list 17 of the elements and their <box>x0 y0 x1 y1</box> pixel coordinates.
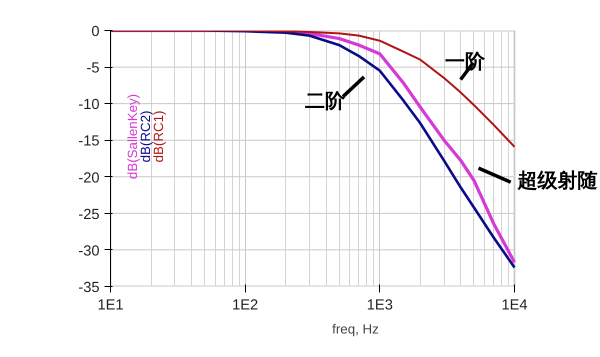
x-tick-label: 1E2 <box>232 298 258 314</box>
text: dB(SallenKey) <box>125 94 140 180</box>
x-tick-label: 1E3 <box>366 298 393 314</box>
annotation: 二阶 <box>305 88 346 113</box>
y-tick-label: -35 <box>78 280 100 296</box>
y-tick-label: 0 <box>91 24 100 40</box>
x-tick-label: 1E1 <box>97 298 124 314</box>
y-tick-label: -15 <box>78 134 100 150</box>
y-tick-label: -25 <box>78 206 100 223</box>
y-tick-label: -30 <box>78 243 100 260</box>
y-tick-label: -10 <box>78 97 100 114</box>
x-tick-label: 1E4 <box>501 298 528 314</box>
y-tick-label: -5 <box>86 60 100 77</box>
annotation: 超级射随 <box>516 168 598 192</box>
x-axis-title: freq, Hz <box>332 322 379 336</box>
y-tick-label: -20 <box>78 170 100 186</box>
text: dB(RC2) <box>138 110 153 162</box>
